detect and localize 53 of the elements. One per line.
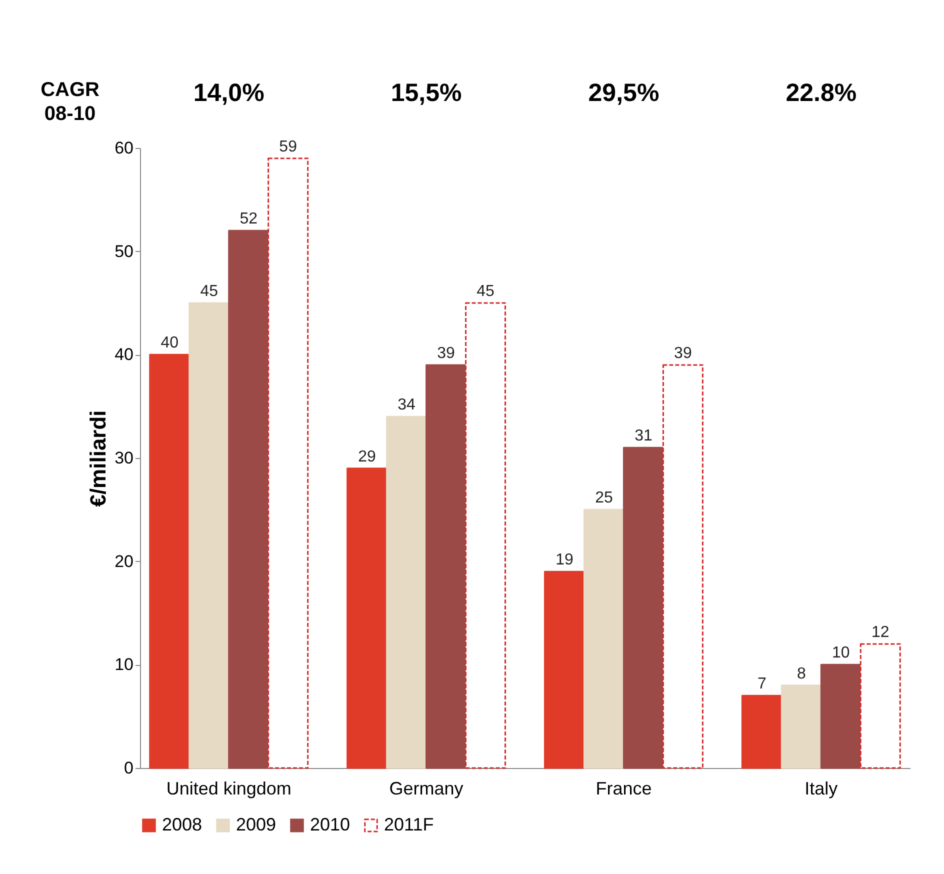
legend-label: 2009 [236, 814, 276, 834]
data-label: 7 [757, 676, 766, 693]
x-tick-label: United kingdom [166, 778, 292, 798]
bar [426, 364, 467, 769]
bar [622, 446, 664, 769]
text: CAGR 08-10 [40, 79, 100, 125]
bar [780, 684, 822, 769]
y-tick-label: 30 [114, 448, 134, 468]
text: 22.8% [786, 79, 857, 107]
text: 14,0% [193, 79, 264, 107]
data-label: 12 [871, 624, 890, 641]
bar [188, 302, 230, 769]
text: 15,5% [390, 79, 462, 107]
data-label: 40 [160, 334, 179, 352]
legend-label: 2008 [162, 814, 202, 834]
y-axis-title: €/miliardi [86, 410, 111, 507]
y-tick-label: 50 [114, 242, 134, 261]
data-label: 19 [556, 552, 574, 569]
bar [662, 364, 704, 769]
bar [268, 158, 309, 769]
y-tick-label: 20 [114, 552, 134, 571]
legend-label: 2011F [384, 814, 434, 834]
data-label: 10 [832, 644, 850, 662]
data-label: 59 [279, 138, 298, 156]
data-label: 45 [476, 283, 495, 300]
bar [346, 468, 388, 769]
x-tick-label: Germany [389, 778, 464, 798]
data-label: 8 [796, 665, 806, 682]
data-label: 39 [437, 345, 456, 362]
x-tick-label: France [596, 778, 652, 798]
data-label: 29 [358, 448, 376, 466]
legend-label: 2010 [310, 814, 350, 834]
y-tick-label: 10 [114, 655, 134, 674]
bar [228, 230, 270, 769]
bar [465, 302, 506, 769]
text: 29,5% [588, 79, 660, 107]
data-label: 39 [674, 345, 692, 362]
data-label: 25 [595, 490, 613, 507]
y-tick-label: 0 [124, 758, 134, 778]
bar [386, 416, 428, 769]
data-label: 31 [634, 428, 652, 445]
data-label: 34 [398, 396, 416, 414]
x-tick-label: Italy [804, 778, 838, 798]
data-label: 45 [200, 283, 218, 300]
bar [583, 508, 624, 769]
bar [860, 643, 901, 769]
bar [149, 354, 190, 769]
bar [741, 694, 782, 769]
bar [544, 570, 585, 769]
y-tick-label: 60 [114, 138, 134, 158]
data-label: 52 [240, 210, 258, 228]
bar [820, 664, 862, 769]
y-tick-label: 40 [114, 345, 134, 364]
